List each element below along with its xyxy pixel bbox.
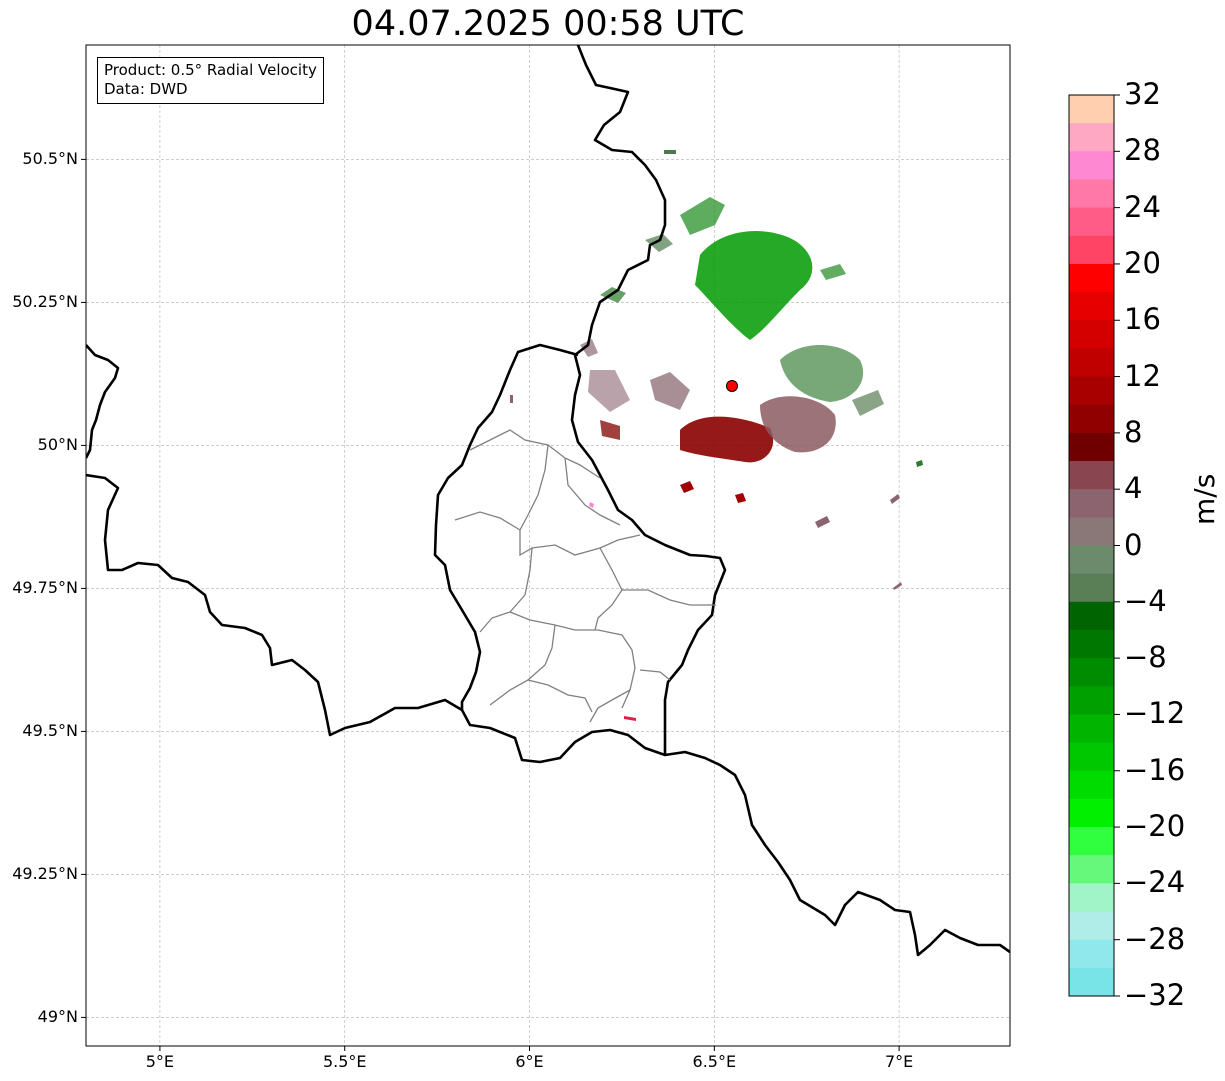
colorbar-tick-label: 32 <box>1124 77 1161 111</box>
x-tick-label: 7°E <box>884 1052 914 1071</box>
map-title: 04.07.2025 00:58 UTC <box>351 4 745 44</box>
y-tick-label: 49.25°N <box>12 864 78 884</box>
product-label: Product: 0.5° Radial Velocity <box>104 61 317 79</box>
colorbar-tick-label: 0 <box>1124 527 1143 562</box>
y-tick-label: 49°N <box>37 1007 78 1027</box>
x-tick-label: 5.5°E <box>322 1052 367 1071</box>
colorbar-segment <box>1069 629 1114 659</box>
colorbar-segment <box>1069 855 1114 884</box>
colorbar-tick-label: 12 <box>1124 358 1161 393</box>
colorbar-segment <box>1069 432 1114 462</box>
y-tick-label: 50.25°N <box>12 292 78 312</box>
x-tick-label: 6.5°E <box>692 1052 737 1071</box>
colorbar-segment <box>1069 742 1114 772</box>
colorbar-tick-label: 24 <box>1124 189 1161 224</box>
national-borders <box>86 45 1010 957</box>
colorbar-segment <box>1069 911 1114 941</box>
colorbar-segment <box>1069 461 1114 490</box>
colorbar-segment <box>1069 770 1114 800</box>
colorbar-segment <box>1069 320 1114 349</box>
colorbar-segment <box>1069 967 1114 997</box>
colorbar-segment <box>1069 827 1114 856</box>
x-tick-label: 6°E <box>515 1052 544 1071</box>
x-tick-label: 5°E <box>145 1052 175 1071</box>
colorbar-segment <box>1069 545 1114 575</box>
colorbar-tick-label: −28 <box>1124 921 1186 956</box>
colorbar-tick-label: 20 <box>1124 245 1161 280</box>
colorbar-segment <box>1069 292 1114 321</box>
y-tick-label: 49.5°N <box>22 721 78 741</box>
y-tick-label: 50°N <box>37 435 78 455</box>
colorbar-segment <box>1069 686 1114 715</box>
colorbar-tick-label: 16 <box>1124 302 1161 337</box>
colorbar-segment <box>1069 207 1114 237</box>
colorbar-segment <box>1069 798 1114 828</box>
map-frame <box>85 44 1011 1047</box>
colorbar-segment <box>1069 179 1114 209</box>
colorbar-segment <box>1069 517 1114 546</box>
colorbar-segment <box>1069 883 1114 913</box>
colorbar-tick-label: 8 <box>1124 414 1143 449</box>
colorbar-segment <box>1069 263 1114 293</box>
y-tick-label: 49.75°N <box>12 578 78 598</box>
colorbar-tick-label: −12 <box>1124 696 1186 731</box>
colorbar-tick-label: −24 <box>1124 865 1186 900</box>
colorbar-segment <box>1069 404 1114 434</box>
colorbar-segment <box>1069 489 1114 518</box>
y-tick-label: 50.5°N <box>22 149 78 169</box>
colorbar-segment <box>1069 123 1114 152</box>
colorbar-segment <box>1069 939 1114 969</box>
colorbar-tick-label: 28 <box>1124 133 1161 168</box>
colorbar-segment <box>1069 658 1114 687</box>
colorbar-segment <box>1069 573 1114 603</box>
colorbar-tick-label: 4 <box>1124 471 1143 506</box>
colorbar-segment <box>1069 348 1114 378</box>
colorbar-tick-label: −20 <box>1124 809 1186 844</box>
colorbar-tick-label: −4 <box>1124 583 1167 618</box>
axis-ticks <box>81 158 900 1051</box>
colorbar-tick-label: −8 <box>1124 640 1167 675</box>
echoes-negative <box>600 150 923 467</box>
radar-site-marker <box>726 380 738 392</box>
colorbar-segment <box>1069 95 1114 124</box>
colorbar-segment <box>1069 235 1114 265</box>
colorbar-segment <box>1069 601 1114 631</box>
district-borders <box>454 429 716 723</box>
echoes-positive <box>510 339 902 721</box>
colorbar-tick-label: −32 <box>1124 978 1186 1012</box>
colorbar-segment <box>1069 151 1114 180</box>
colorbar-unit: m/s <box>1188 473 1221 525</box>
data-source-label: Data: DWD <box>104 80 188 98</box>
colorbar-segment <box>1069 376 1114 406</box>
colorbar-segment <box>1069 714 1114 744</box>
info-box: Product: 0.5° Radial Velocity Data: DWD <box>97 57 324 104</box>
colorbar-tick-label: −16 <box>1124 752 1186 787</box>
